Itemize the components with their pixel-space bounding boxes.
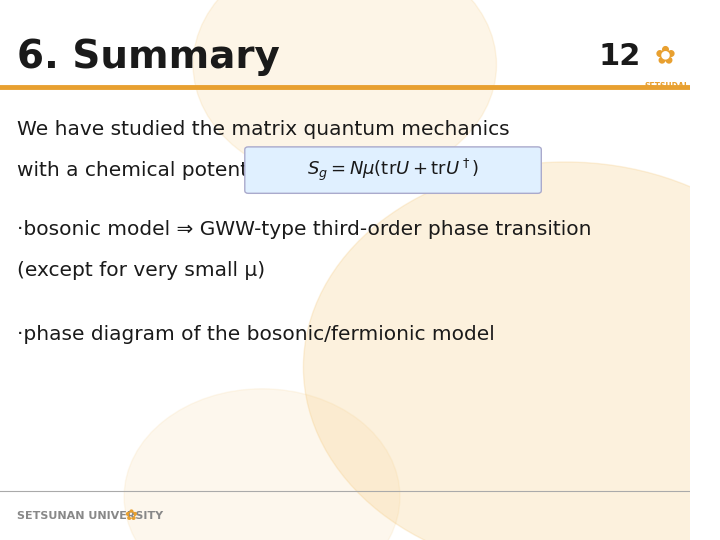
Circle shape: [124, 389, 400, 540]
Text: SETSUDAI: SETSUDAI: [644, 82, 687, 91]
Text: 6. Summary: 6. Summary: [17, 38, 280, 76]
Circle shape: [303, 162, 720, 540]
Text: ✿: ✿: [125, 508, 138, 523]
Text: $S_g = N\mu(\mathrm{tr}U + \mathrm{tr}U^\dagger)$: $S_g = N\mu(\mathrm{tr}U + \mathrm{tr}U^…: [307, 157, 479, 183]
Text: (except for very small μ): (except for very small μ): [17, 260, 266, 280]
Circle shape: [193, 0, 497, 184]
Text: ·phase diagram of the bosonic/fermionic model: ·phase diagram of the bosonic/fermionic …: [17, 325, 495, 345]
Text: We have studied the matrix quantum mechanics: We have studied the matrix quantum mecha…: [17, 120, 510, 139]
Text: ✿: ✿: [655, 45, 676, 69]
FancyBboxPatch shape: [245, 147, 541, 193]
Text: ·bosonic model ⇒ GWW-type third-order phase transition: ·bosonic model ⇒ GWW-type third-order ph…: [17, 220, 592, 239]
Text: SETSUNAN UNIVERSITY: SETSUNAN UNIVERSITY: [17, 511, 163, 521]
Text: with a chemical potential: with a chemical potential: [17, 160, 271, 180]
Text: 12: 12: [599, 42, 642, 71]
